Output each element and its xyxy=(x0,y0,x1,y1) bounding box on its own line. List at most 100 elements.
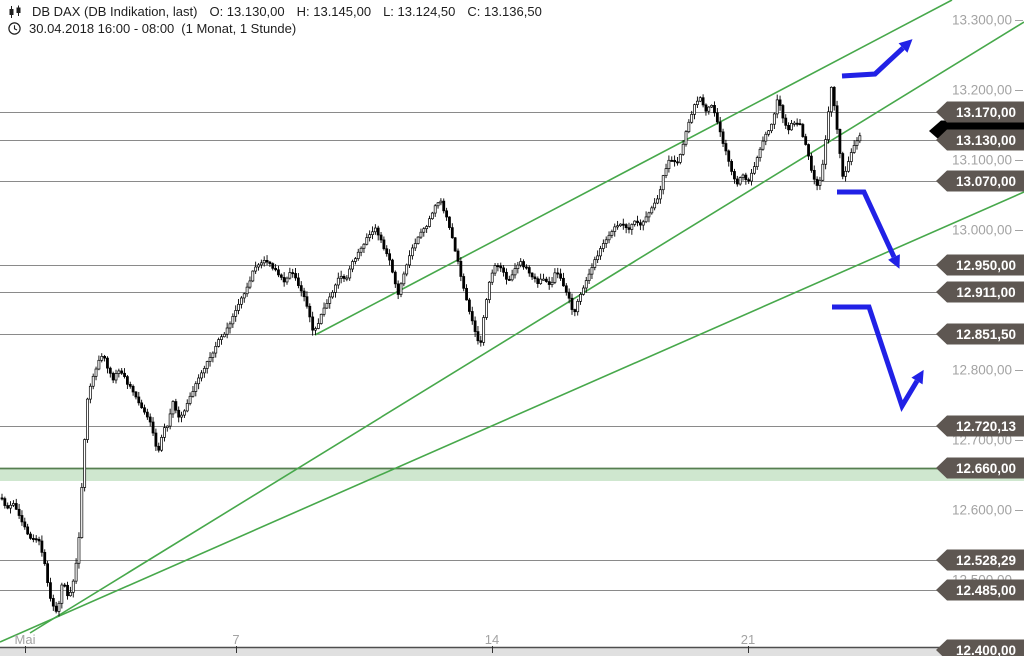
price-axis-label: 13.300,00 xyxy=(952,13,1012,28)
candle-body xyxy=(499,265,503,269)
price-level-badge-label: 12.400,00 xyxy=(956,643,1016,656)
candle-body xyxy=(71,580,75,593)
candle-body xyxy=(710,105,714,108)
candle-body xyxy=(94,368,98,377)
candle-body xyxy=(359,247,363,253)
price-axis-label: 13.000,00 xyxy=(952,223,1012,238)
candle-body xyxy=(391,259,394,273)
price-level-badge-label: 13.170,00 xyxy=(956,105,1016,120)
candle-body xyxy=(485,299,488,318)
candle-body xyxy=(428,218,431,227)
candle-body xyxy=(271,263,275,269)
candle-body xyxy=(676,161,679,164)
trend-line[interactable] xyxy=(0,191,1024,643)
candle-body xyxy=(168,413,172,427)
candle-body xyxy=(402,273,406,285)
candle-body xyxy=(51,598,55,607)
price-level-badge[interactable] xyxy=(936,170,1024,192)
price-level-badge[interactable] xyxy=(936,579,1024,601)
price-level-badge[interactable] xyxy=(936,549,1024,571)
candle-body xyxy=(519,261,523,266)
candle-body xyxy=(66,584,69,597)
candle-body xyxy=(647,212,651,218)
candle-body xyxy=(824,139,828,165)
candle-body xyxy=(835,105,839,130)
price-level-badge[interactable] xyxy=(936,639,1024,656)
candle-body xyxy=(180,414,183,418)
candle-body xyxy=(829,86,833,113)
candle-body xyxy=(140,402,144,409)
candle-body xyxy=(194,383,198,392)
candle-body xyxy=(664,168,668,176)
candle-body xyxy=(801,124,805,137)
candle-body xyxy=(841,153,845,177)
candle-body xyxy=(448,216,451,228)
candle-body xyxy=(316,323,320,329)
candle-body xyxy=(160,437,164,451)
candle-body xyxy=(396,283,400,295)
candle-body xyxy=(123,372,126,377)
candle-body xyxy=(670,159,674,162)
candle-body xyxy=(562,277,565,287)
price-level-badge-label: 13.070,00 xyxy=(956,174,1016,189)
price-level-badge[interactable] xyxy=(936,457,1024,479)
candle-body xyxy=(636,220,639,224)
trend-line[interactable] xyxy=(314,0,953,336)
candle-body xyxy=(288,272,292,279)
candle-body xyxy=(473,320,477,332)
instrument-title: DB DAX (DB Indikation, last) xyxy=(32,4,198,19)
ohlc-low: L: 13.124,50 xyxy=(383,4,456,19)
support-zone-band[interactable] xyxy=(0,469,1024,481)
candle-body xyxy=(148,416,152,423)
candle-body xyxy=(752,166,756,174)
candle-body xyxy=(322,307,326,315)
candle-body xyxy=(610,231,614,236)
candle-body xyxy=(750,172,753,182)
price-level-badge[interactable] xyxy=(936,129,1024,151)
arrow-annotation[interactable] xyxy=(841,46,905,79)
price-level-badge[interactable] xyxy=(936,415,1024,437)
candle-body xyxy=(257,264,260,268)
candle-body xyxy=(314,328,317,331)
candle-body xyxy=(282,277,286,283)
candle-body xyxy=(821,163,825,181)
candle-body xyxy=(815,178,819,186)
candle-body xyxy=(91,375,95,387)
candle-body xyxy=(211,352,215,358)
arrow-annotation[interactable] xyxy=(832,304,920,412)
price-level-badge-label: 12.911,00 xyxy=(956,285,1015,300)
candle-body xyxy=(100,356,104,361)
candle-body xyxy=(576,300,580,313)
price-level-badge[interactable] xyxy=(936,101,1024,123)
candle-body xyxy=(607,234,611,241)
trend-line[interactable] xyxy=(29,21,1024,634)
arrow-annotation[interactable] xyxy=(837,189,897,259)
price-level-badge[interactable] xyxy=(936,323,1024,345)
candle-body xyxy=(425,226,429,230)
candle-body xyxy=(174,401,178,411)
candle-body xyxy=(442,200,446,212)
candle-body xyxy=(721,131,725,144)
candle-body xyxy=(764,133,768,142)
candle-body xyxy=(613,226,617,232)
candle-body xyxy=(106,357,109,369)
time-scrollbar[interactable] xyxy=(0,647,1024,656)
candle-body xyxy=(522,261,525,268)
candle-body xyxy=(234,310,238,317)
price-level-badge[interactable] xyxy=(936,281,1024,303)
candle-body xyxy=(291,272,295,275)
candle-body xyxy=(470,311,474,322)
candle-body xyxy=(40,540,44,553)
candle-body xyxy=(262,260,266,264)
price-axis-label: 13.200,00 xyxy=(952,83,1012,98)
candle-body xyxy=(411,247,414,257)
candle-body xyxy=(111,372,115,381)
candle-body xyxy=(413,243,417,249)
candle-body xyxy=(784,117,788,126)
price-level-badge[interactable] xyxy=(936,254,1024,276)
candle-body xyxy=(54,605,58,612)
candle-body xyxy=(581,287,585,295)
candle-body xyxy=(125,376,129,385)
candle-body xyxy=(775,99,779,115)
